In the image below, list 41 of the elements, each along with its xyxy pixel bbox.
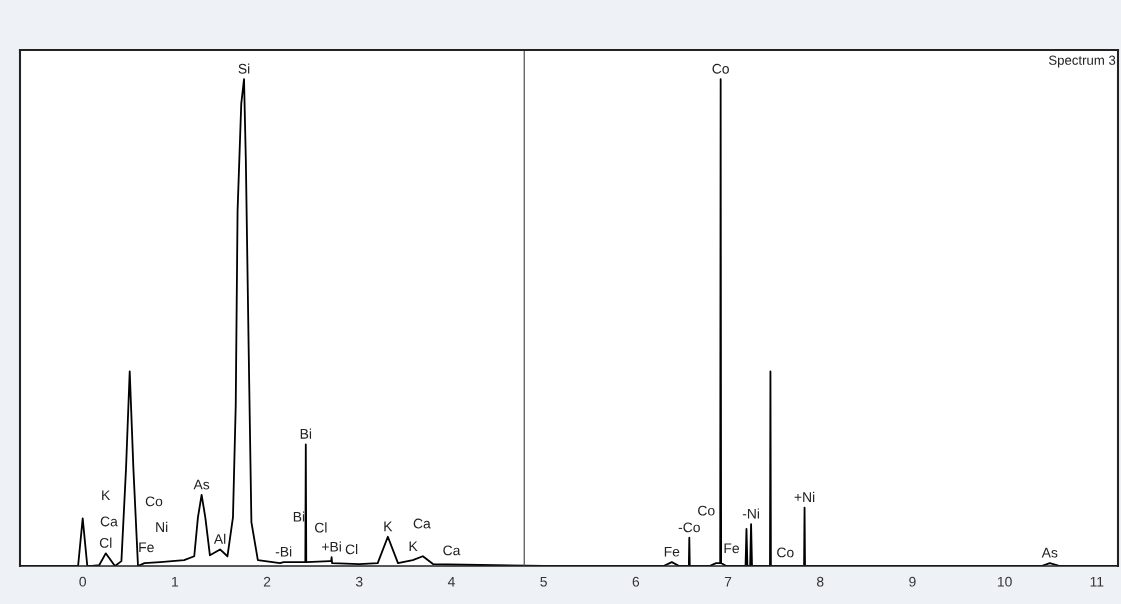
x-tick-label: 9 [909, 576, 916, 587]
annotation: Fe [664, 546, 680, 557]
text: Spectrum 3 [1048, 55, 1116, 68]
annotation: As [1041, 547, 1058, 558]
annotation: As [193, 479, 210, 490]
x-tick-label: 0 [79, 576, 87, 587]
annotation: +Bi [322, 541, 341, 552]
annotation: Co [777, 547, 794, 558]
annotation: Ni [156, 521, 168, 532]
annotation: Cl [315, 522, 327, 533]
annotation: Ca [413, 518, 431, 529]
x-tick-label: 7 [724, 576, 732, 587]
x-tick-label: 6 [632, 576, 640, 587]
annotation: -Bi [275, 546, 292, 557]
annotation: K [102, 490, 111, 500]
annotation: Si [238, 63, 250, 74]
annotation: +Ni [794, 491, 815, 502]
annotation: Cl [345, 544, 358, 555]
x-tick-label: 3 [355, 576, 363, 587]
annotation: Ca [443, 545, 461, 556]
annotation: K [384, 521, 393, 532]
annotation: Bi [293, 511, 305, 522]
annotation: Co [698, 505, 715, 516]
annotation: Cl [99, 537, 112, 548]
annotation: Fe [724, 543, 739, 554]
x-tick-label: 8 [816, 576, 824, 587]
x-tick-label: 11 [1090, 576, 1104, 587]
x-tick-label: 1 [172, 576, 179, 587]
x-tick-label: 4 [447, 576, 455, 587]
annotation: Co [712, 63, 729, 74]
annotation: Fe [139, 542, 154, 553]
annotation: Al [213, 533, 226, 544]
annotation: Co [145, 496, 163, 507]
annotation: Ca [100, 516, 118, 527]
annotation: -Co [678, 522, 700, 533]
annotation: K [409, 541, 418, 552]
x-tick-label: 5 [540, 576, 547, 587]
x-tick-label: 10 [997, 576, 1012, 587]
x-tick-label: 2 [263, 576, 271, 587]
annotation: -Ni [742, 508, 760, 519]
annotation: Bi [300, 428, 312, 439]
